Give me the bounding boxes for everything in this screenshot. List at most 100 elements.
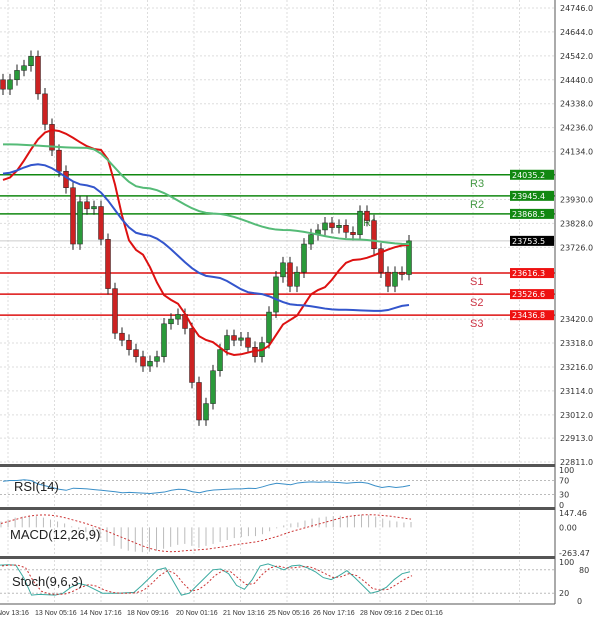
candle-down <box>35 56 41 95</box>
candle-down <box>287 262 293 287</box>
candle-up <box>224 335 230 350</box>
price-tick: 23114.0 <box>560 387 593 396</box>
macd-label: MACD(12,26,9) <box>10 527 101 542</box>
candle-down <box>231 335 237 341</box>
candle-down <box>126 339 132 350</box>
time-label: 2 Dec 01:16 <box>405 610 443 617</box>
candle-up <box>7 79 13 90</box>
stoch-tick: 100 <box>559 558 574 567</box>
macd-signal-line <box>0 514 412 553</box>
candle-up <box>357 210 363 235</box>
candle-up <box>147 361 153 367</box>
level-tag-value: 23526.6 <box>512 290 545 299</box>
rsi-line <box>2 479 411 494</box>
stoch-tick: 0 <box>577 597 582 606</box>
price-tick: 23420.0 <box>560 315 593 324</box>
candle-down <box>245 337 251 348</box>
candle-up <box>406 240 412 275</box>
stoch-tick: 80 <box>579 566 589 575</box>
price-tick: 23828.0 <box>560 219 593 228</box>
time-label: Nov 13:16 <box>0 610 29 617</box>
candle-up <box>21 65 27 71</box>
candle-up <box>203 403 209 421</box>
candle-down <box>42 93 48 125</box>
candle-up <box>91 206 97 210</box>
candle-down <box>84 201 90 210</box>
candle-down <box>70 187 76 245</box>
price-tick: 23726.0 <box>560 243 593 252</box>
macd-tick: -263.47 <box>559 549 590 558</box>
candle-down <box>371 220 377 249</box>
price-tick: 24644.0 <box>560 28 593 37</box>
candle-down <box>105 239 111 289</box>
level-tag <box>510 289 554 300</box>
level-tag-value: 23868.5 <box>512 210 545 219</box>
level-tag-value: 23945.4 <box>512 192 545 201</box>
level-tag <box>510 310 554 321</box>
time-label: 26 Nov 17:16 <box>313 610 355 617</box>
candle-down <box>399 271 405 275</box>
candle-up <box>77 201 83 245</box>
candle-up <box>217 349 223 371</box>
price-tick: 22913.0 <box>560 434 593 443</box>
candle-down <box>189 328 195 383</box>
candle-down <box>140 356 146 367</box>
candle-up <box>273 276 279 313</box>
candle-up <box>308 234 314 245</box>
candle-down <box>56 149 62 172</box>
price-tick: 23318.0 <box>560 339 593 348</box>
candle-down <box>378 248 384 273</box>
price-tick: 23930.0 <box>560 195 593 204</box>
price-tick: 24236.0 <box>560 124 593 133</box>
candle-up <box>175 314 181 320</box>
candle-down <box>196 382 202 421</box>
candle-up <box>154 356 160 362</box>
candle-down <box>63 171 69 188</box>
level-tag-value: 23436.8 <box>512 311 545 320</box>
candle-down <box>119 332 125 341</box>
candle-up <box>392 271 398 287</box>
macd-tick: 0.00 <box>559 523 577 532</box>
moving-average-line <box>2 128 410 357</box>
price-tick: 24746.0 <box>560 4 593 13</box>
panel-divider <box>0 556 555 559</box>
panel-divider <box>0 507 555 510</box>
level-tag-value: 24035.2 <box>512 171 545 180</box>
price-tick: 24440.0 <box>560 76 593 85</box>
candle-up <box>280 262 286 278</box>
candle-up <box>238 337 244 341</box>
moving-average-line <box>2 163 410 312</box>
candle-up <box>301 243 307 273</box>
level-tag <box>510 169 554 180</box>
candle-down <box>49 124 55 151</box>
moving-average-line <box>2 143 410 246</box>
panel-divider <box>0 464 555 467</box>
candle-up <box>294 271 300 287</box>
rsi-tick: 100 <box>559 466 574 475</box>
price-tick: 24338.0 <box>560 100 593 109</box>
candle-down <box>350 232 356 235</box>
level-label-s2: S2 <box>470 297 483 309</box>
candle-down <box>112 288 118 334</box>
stoch-label: Stoch(9,6,3) <box>12 574 83 589</box>
price-tick: 23216.0 <box>560 363 593 372</box>
level-tag-value: 23616.3 <box>512 269 545 278</box>
level-label-s1: S1 <box>470 276 483 288</box>
candle-up <box>14 70 20 81</box>
level-label-r3: R3 <box>470 178 484 190</box>
candle-up <box>210 370 216 404</box>
rsi-tick: 70 <box>559 477 569 486</box>
price-tick: 22811.0 <box>560 458 593 467</box>
time-label: 14 Nov 17:16 <box>80 610 122 617</box>
time-label: 21 Nov 13:16 <box>223 610 265 617</box>
candle-up <box>161 323 167 357</box>
candle-up <box>336 225 342 228</box>
level-tag <box>510 208 554 219</box>
candle-down <box>133 349 139 357</box>
level-tag <box>510 268 554 279</box>
candle-down <box>98 206 104 240</box>
current-price-tag <box>510 235 554 246</box>
candle-down <box>0 79 6 90</box>
